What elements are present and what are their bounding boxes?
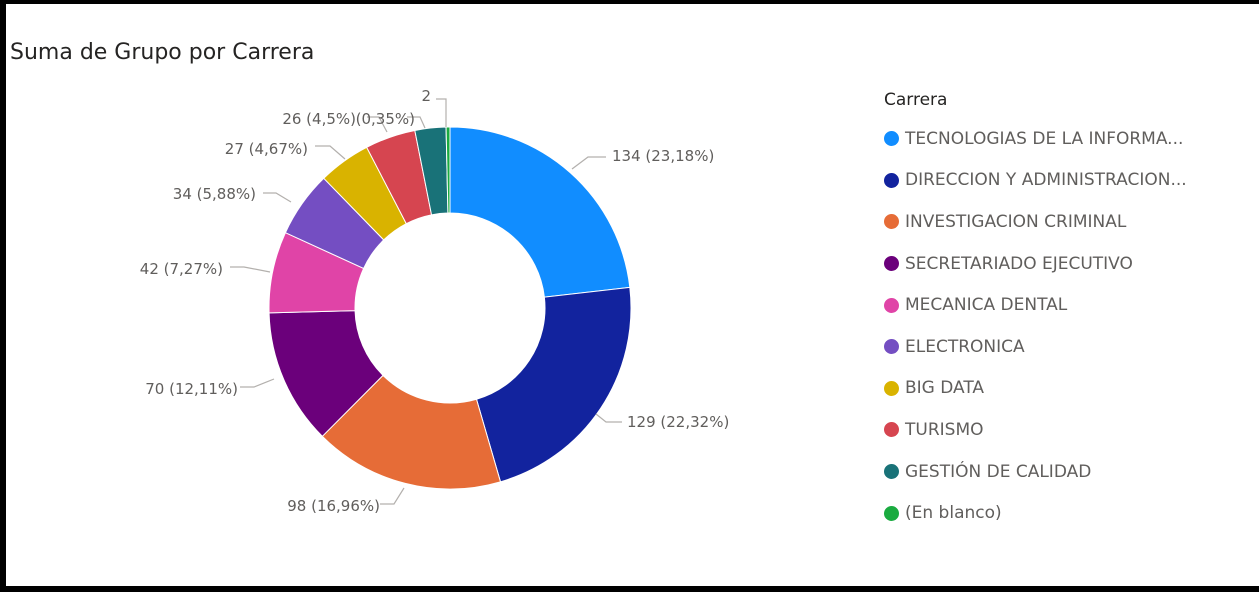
data-label-9: 2 — [421, 87, 431, 105]
legend-label: ELECTRONICA — [905, 336, 1025, 357]
legend-label: TECNOLOGIAS DE LA INFORMA... — [905, 128, 1184, 149]
legend-label: INVESTIGACION CRIMINAL — [905, 211, 1127, 232]
legend-item-5[interactable]: ELECTRONICA — [884, 326, 1187, 368]
leader-line-2 — [380, 487, 405, 505]
leader-line-3 — [240, 378, 275, 388]
legend-item-3[interactable]: SECRETARIADO EJECUTIVO — [884, 243, 1187, 285]
legend-dot-icon — [884, 505, 899, 521]
leader-line-0 — [571, 156, 606, 170]
donut-slice-2[interactable] — [321, 374, 502, 490]
legend-item-1[interactable]: DIRECCION Y ADMINISTRACION... — [884, 160, 1187, 202]
legend-item-2[interactable]: INVESTIGACION CRIMINAL — [884, 201, 1187, 243]
data-label-7: 26 (4,5%) — [282, 110, 356, 128]
chart-title: Suma de Grupo por Carrera — [10, 40, 315, 65]
data-label-2: 98 (16,96%) — [287, 497, 380, 515]
legend-label: TURISMO — [905, 419, 984, 440]
leader-line-4 — [230, 266, 271, 273]
leader-line-1 — [595, 413, 622, 423]
leader-line-9 — [436, 98, 447, 127]
legend-item-6[interactable]: BIG DATA — [884, 368, 1187, 410]
leader-line-8 — [407, 116, 426, 129]
leader-line-6 — [315, 145, 346, 160]
legend-dot-icon — [884, 339, 899, 355]
legend-dot-icon — [884, 172, 899, 188]
legend-dot-icon — [884, 131, 899, 147]
donut-slice-9[interactable] — [445, 126, 451, 214]
leader-line-5 — [263, 192, 292, 203]
legend-title: Carrera — [884, 90, 948, 110]
legend-dot-icon — [884, 214, 899, 230]
legend-dot-icon — [884, 256, 899, 272]
legend-label: BIG DATA — [905, 378, 985, 399]
legend-item-4[interactable]: MECANICA DENTAL — [884, 284, 1187, 326]
legend-dot-icon — [884, 380, 899, 396]
data-label-6: 27 (4,67%) — [225, 140, 308, 158]
legend-item-8[interactable]: GESTIÓN DE CALIDAD — [884, 451, 1187, 493]
legend-item-7[interactable]: TURISMO — [884, 409, 1187, 451]
legend-items: TECNOLOGIAS DE LA INFORMA... DIRECCION Y … — [884, 118, 1187, 534]
legend-label: (En blanco) — [905, 503, 1002, 524]
legend-label: SECRETARIADO EJECUTIVO — [905, 253, 1133, 274]
legend-label: MECANICA DENTAL — [905, 295, 1068, 316]
legend-label: DIRECCION Y ADMINISTRACION... — [905, 170, 1187, 191]
leader-line-7 — [367, 116, 388, 133]
data-label-0: 134 (23,18%) — [612, 147, 714, 165]
legend-item-0[interactable]: TECNOLOGIAS DE LA INFORMA... — [884, 118, 1187, 160]
data-label-1: 129 (22,32%) — [627, 413, 729, 431]
data-label-3: 70 (12,11%) — [145, 380, 238, 398]
donut-chart[interactable]: 134 (23,18%) 129 (22,32%) 98 (16,96%) 70 (1… — [6, 4, 866, 584]
legend-label: GESTIÓN DE CALIDAD — [905, 461, 1092, 482]
legend-dot-icon — [884, 297, 899, 313]
data-label-8: (0,35%) — [356, 110, 415, 128]
data-label-4: 42 (7,27%) — [140, 260, 223, 278]
donut-slice-1[interactable] — [475, 286, 632, 483]
legend: Carrera TECNOLOGIAS DE LA INFORMA... DIRE… — [884, 90, 1187, 534]
data-label-5: 34 (5,88%) — [173, 185, 256, 203]
chart-card: Suma de Grupo por Carrera 134 (23,18%) 12… — [6, 4, 1259, 586]
legend-item-9[interactable]: (En blanco) — [884, 492, 1187, 534]
legend-dot-icon — [884, 464, 899, 480]
legend-dot-icon — [884, 422, 899, 438]
donut-slice-0[interactable] — [449, 126, 631, 298]
